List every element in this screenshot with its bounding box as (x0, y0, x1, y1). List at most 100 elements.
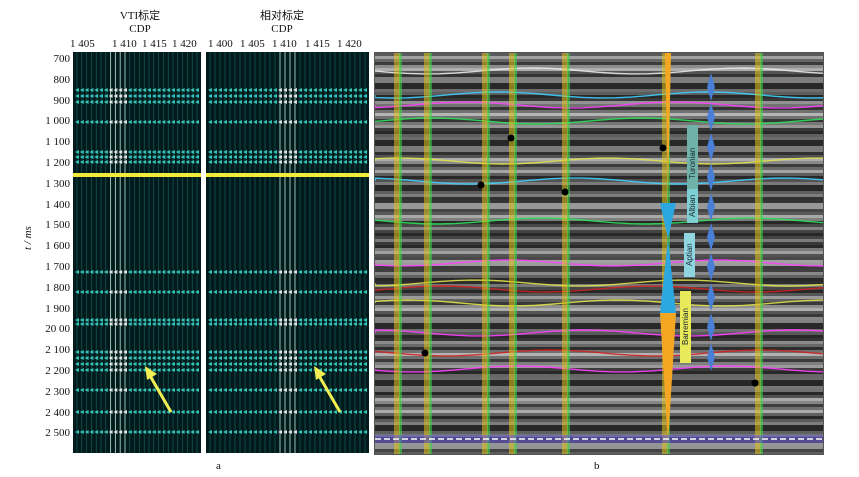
seismic-wavelet (175, 388, 180, 392)
reflection-band (375, 269, 823, 272)
seismic-wavelet (94, 160, 99, 164)
seismic-wavelet (318, 388, 322, 392)
seismic-wavelet (151, 120, 156, 124)
seismic-wavelet (253, 150, 257, 154)
seismic-wavelet (273, 430, 277, 434)
seismic-wavelet (132, 88, 137, 92)
seismic-wavelet (338, 290, 342, 294)
seismic-wavelet (288, 155, 292, 159)
seismic-wavelet (166, 350, 171, 354)
seismic-wavelet (293, 120, 297, 124)
seismic-wavelet (263, 356, 267, 360)
seismic-wavelet (338, 362, 342, 366)
seismic-wavelet (218, 368, 222, 372)
seismic-wavelet (268, 120, 272, 124)
seismic-wavelet (313, 88, 317, 92)
y-tick-label: 2 300 (45, 385, 70, 398)
seismic-wavelet (166, 155, 171, 159)
seismic-wavelet (166, 322, 171, 326)
seismic-wavelet (137, 88, 142, 92)
seismic-wavelet (313, 150, 317, 154)
seismic-wavelet (75, 322, 79, 326)
seismic-wavelet (156, 410, 161, 414)
seismic-wavelet (171, 290, 175, 294)
reflection-band (375, 242, 823, 245)
seismic-wavelet (123, 270, 127, 274)
seismic-wavelet (313, 270, 317, 274)
reflection-band (375, 128, 823, 131)
seismic-wavelet (147, 290, 151, 294)
horizon-line (375, 91, 823, 99)
reflection-band (375, 101, 823, 104)
seismic-wavelet (103, 155, 108, 159)
seismic-wavelet (113, 94, 118, 98)
seismic-wavelet (288, 356, 292, 360)
seismic-wavelet (273, 318, 277, 322)
seismic-wavelet (293, 410, 297, 414)
seismic-wavelet (99, 356, 103, 360)
seismic-wavelet (108, 362, 113, 366)
seismic-wavelet (243, 270, 247, 274)
seismic-wavelet (84, 388, 89, 392)
reflection-band (375, 380, 823, 383)
seismic-wavelet (84, 322, 89, 326)
seismic-wavelet (108, 368, 113, 372)
seismic-wavelet (278, 388, 282, 392)
seismic-wavelet (233, 100, 237, 104)
seismic-wavelet (278, 290, 282, 294)
reflection-band (375, 197, 823, 200)
seismic-wavelet (161, 155, 166, 159)
seismic-panel-relative (206, 52, 369, 453)
seismic-wavelet (233, 120, 237, 124)
seismic-wavelet (75, 290, 79, 294)
horizon-line (375, 217, 823, 225)
seismic-wavelet (298, 94, 302, 98)
seismic-wavelet (338, 368, 342, 372)
seismic-wavelet (79, 100, 84, 104)
seismic-wavelet (166, 160, 171, 164)
seismic-wavelet (166, 94, 171, 98)
seismic-wavelet (171, 350, 175, 354)
seismic-wavelet (151, 356, 156, 360)
reflection-band (375, 410, 823, 413)
seismic-wavelet (151, 160, 156, 164)
seismic-wavelet (137, 430, 142, 434)
stratigraphic-wedge (660, 239, 676, 313)
seismic-wavelet (323, 100, 327, 104)
seismic-wavelet (308, 350, 312, 354)
reflection-band (375, 323, 823, 326)
seismic-wavelet (195, 120, 199, 124)
seismic-wavelet (258, 88, 262, 92)
seismic-wavelet (89, 368, 94, 372)
seismic-wavelet (79, 410, 84, 414)
seismic-wavelet (298, 410, 302, 414)
seismic-wavelet (108, 94, 113, 98)
seismic-wavelet (208, 290, 212, 294)
seismic-wavelet (243, 430, 247, 434)
seismic-wavelet (353, 290, 357, 294)
seismic-wavelet (328, 356, 332, 360)
seismic-wavelet (268, 155, 272, 159)
seismic-wavelet (308, 160, 312, 164)
seismic-wavelet (89, 410, 94, 414)
seismic-wavelet (298, 318, 302, 322)
seismic-wavelet (268, 318, 272, 322)
seismic-wavelet (123, 350, 127, 354)
seismic-wavelet (113, 410, 118, 414)
seismic-wavelet (293, 88, 297, 92)
seismic-wavelet (142, 430, 147, 434)
seismic-wavelet (338, 356, 342, 360)
seismic-wavelet (127, 410, 132, 414)
log-diamond (707, 283, 715, 311)
seismic-wavelet (180, 155, 185, 159)
seismic-wavelet (363, 322, 367, 326)
seismic-wavelet (99, 362, 103, 366)
seismic-wavelet (180, 100, 185, 104)
seismic-wavelet (228, 368, 232, 372)
seismic-wavelet (113, 100, 118, 104)
seismic-wavelet (161, 94, 166, 98)
seismic-wavelet (137, 160, 142, 164)
seismic-wavelet (218, 430, 222, 434)
reflection-band (375, 365, 823, 368)
seismic-wavelet (185, 150, 190, 154)
